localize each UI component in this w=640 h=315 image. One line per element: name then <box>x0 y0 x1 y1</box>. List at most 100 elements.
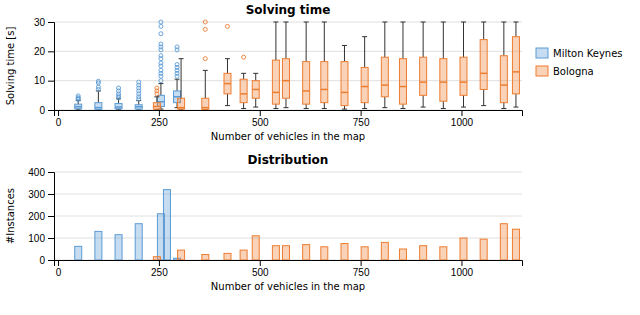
whisker-high <box>402 22 403 59</box>
whisker-high <box>306 22 307 62</box>
y-tick: 30 <box>34 17 54 28</box>
flier <box>96 79 100 83</box>
legend: Milton KeynesBologna <box>536 48 623 77</box>
y-tick-mark <box>48 216 54 217</box>
bar <box>178 250 185 260</box>
y-tick-label: 300 <box>28 189 45 200</box>
box <box>75 94 82 110</box>
y-tick-mark <box>48 81 54 82</box>
cap-high <box>241 73 246 74</box>
box-body <box>321 62 328 103</box>
bar <box>282 246 289 260</box>
median <box>115 106 122 108</box>
median <box>178 107 185 109</box>
y-tick-mark <box>48 110 54 111</box>
cap-low <box>362 108 367 109</box>
box <box>500 22 507 109</box>
x-tick-mark <box>58 110 59 116</box>
cap-high <box>225 58 230 59</box>
box-body <box>115 104 122 109</box>
bar <box>399 249 406 260</box>
whisker-low <box>306 104 307 108</box>
y-tick-label: 10 <box>34 75 46 86</box>
y-tick-label: 0 <box>39 255 45 266</box>
box-body <box>341 62 348 106</box>
grid <box>54 22 522 110</box>
bar <box>224 253 231 260</box>
y-tick: 0 <box>39 255 54 266</box>
cap-low <box>283 107 288 108</box>
median <box>321 89 328 91</box>
flier <box>159 42 163 46</box>
box-body <box>135 105 142 109</box>
legend-label: Milton Keynes <box>553 48 623 59</box>
y-axis: 0100200300400 <box>28 167 54 266</box>
grid <box>54 172 522 260</box>
whisker-low <box>285 98 286 107</box>
cap-low <box>304 108 309 109</box>
box <box>153 86 160 110</box>
median <box>282 80 289 82</box>
flier <box>159 61 163 65</box>
bar <box>460 238 467 260</box>
y-axis-line <box>48 23 55 111</box>
box-body <box>153 103 160 109</box>
y-tick-label: 100 <box>28 233 45 244</box>
flier <box>203 20 207 24</box>
cap-high <box>421 22 426 23</box>
y-tick-label: 200 <box>28 211 45 222</box>
x-tick-mark <box>461 110 462 116</box>
box-body <box>202 98 209 109</box>
x-tick-mark <box>159 260 160 266</box>
median <box>341 92 348 94</box>
whisker-low <box>443 101 444 108</box>
x-axis: 02505007501000 <box>55 110 523 128</box>
whisker-high <box>156 97 157 103</box>
median <box>381 84 388 86</box>
bar <box>361 247 368 260</box>
cap-low <box>322 108 327 109</box>
chart-bar: 025050075010000100200300400DistributionN… <box>5 153 523 292</box>
flier <box>117 86 121 90</box>
bar <box>252 236 259 260</box>
bar <box>95 231 102 260</box>
flier <box>159 32 163 36</box>
cap-low <box>513 107 518 108</box>
bar <box>440 247 447 260</box>
cap-high <box>362 36 367 37</box>
y-tick: 300 <box>28 189 54 200</box>
cap-low <box>421 107 426 108</box>
flier <box>159 54 163 58</box>
y-tick-mark <box>48 51 54 52</box>
median <box>224 83 231 85</box>
box-body <box>178 98 185 109</box>
x-tick: 1000 <box>451 110 474 128</box>
whisker-high <box>177 79 178 91</box>
whisker-low <box>503 103 504 109</box>
x-tick-mark <box>361 260 362 266</box>
box-body <box>500 56 507 103</box>
cap-high <box>461 22 466 23</box>
y-axis-line <box>48 173 55 261</box>
figure: 025050075010000102030Solving timeNumber … <box>0 0 640 315</box>
box <box>282 22 289 108</box>
bar <box>381 242 388 260</box>
box-body <box>303 62 310 105</box>
median <box>240 93 247 95</box>
box-body <box>75 104 82 109</box>
bar-series <box>153 224 519 260</box>
grid-line <box>54 51 522 52</box>
flier <box>175 45 179 49</box>
flier <box>242 55 246 59</box>
cap-low <box>481 105 486 106</box>
whisker-high <box>275 22 276 60</box>
whisker-low <box>423 95 424 107</box>
y-tick: 10 <box>34 75 54 86</box>
cap-high <box>203 70 208 71</box>
box-body <box>224 73 231 94</box>
grid-line <box>54 22 522 23</box>
cap-high <box>154 96 159 97</box>
bar <box>240 250 247 260</box>
whisker-high <box>503 22 504 56</box>
box-body <box>282 59 289 99</box>
